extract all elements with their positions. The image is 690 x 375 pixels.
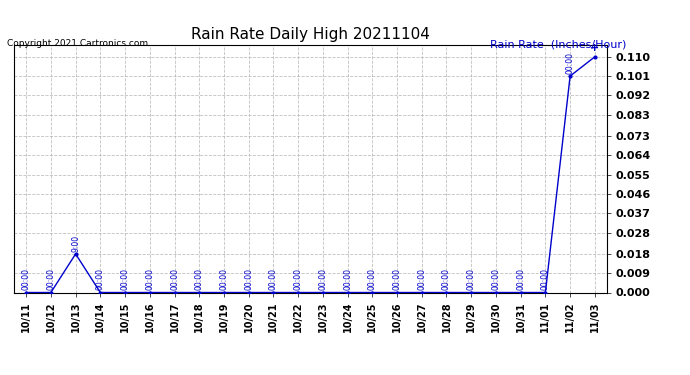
Text: 00:00: 00:00 bbox=[121, 268, 130, 290]
Text: 00:00: 00:00 bbox=[195, 268, 204, 290]
Text: 00:00: 00:00 bbox=[146, 268, 155, 290]
Text: 9:00: 9:00 bbox=[71, 235, 80, 252]
Text: 00:00: 00:00 bbox=[318, 268, 327, 290]
Text: 00:00: 00:00 bbox=[368, 268, 377, 290]
Text: 00:00: 00:00 bbox=[491, 268, 500, 290]
Text: 00:00: 00:00 bbox=[343, 268, 352, 290]
Text: +: + bbox=[590, 42, 600, 52]
Text: 00:00: 00:00 bbox=[466, 268, 475, 290]
Text: 00:00: 00:00 bbox=[442, 268, 451, 290]
Text: 00:00: 00:00 bbox=[541, 268, 550, 290]
Text: 00:00: 00:00 bbox=[21, 268, 30, 290]
Text: 00:00: 00:00 bbox=[516, 268, 525, 290]
Title: Rain Rate Daily High 20211104: Rain Rate Daily High 20211104 bbox=[191, 27, 430, 42]
Text: 00:00: 00:00 bbox=[294, 268, 303, 290]
Text: 00:00: 00:00 bbox=[566, 52, 575, 74]
Text: 00:00: 00:00 bbox=[170, 268, 179, 290]
Text: 00:00: 00:00 bbox=[46, 268, 55, 290]
Text: 00:00: 00:00 bbox=[269, 268, 278, 290]
Text: 00:00: 00:00 bbox=[219, 268, 228, 290]
Text: 00:00: 00:00 bbox=[393, 268, 402, 290]
Text: Rain Rate  (Inches/Hour): Rain Rate (Inches/Hour) bbox=[490, 39, 627, 50]
Text: 00:00: 00:00 bbox=[417, 268, 426, 290]
Text: Copyright 2021 Cartronics.com: Copyright 2021 Cartronics.com bbox=[7, 39, 148, 48]
Text: 00:00: 00:00 bbox=[244, 268, 253, 290]
Text: 00:00: 00:00 bbox=[96, 268, 105, 290]
